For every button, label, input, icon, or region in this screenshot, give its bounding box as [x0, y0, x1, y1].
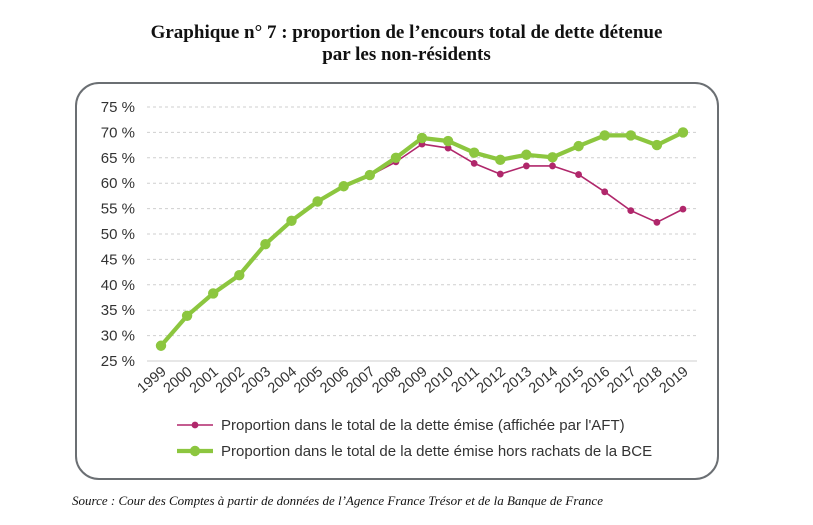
- data-point-series-1: [523, 162, 530, 170]
- y-tick-label: 45 %: [101, 251, 135, 268]
- data-point-series-1: [575, 171, 582, 178]
- data-point-series-1: [653, 218, 661, 226]
- data-point-series-2: [390, 152, 402, 163]
- source-note: Source : Cour des Comptes à partir de do…: [72, 493, 603, 508]
- data-point-series-2: [677, 127, 689, 138]
- y-tick-label: 55 %: [101, 201, 135, 218]
- chart-frame: [75, 82, 719, 480]
- data-point-series-2: [547, 152, 558, 163]
- y-tick-label: 40 %: [101, 277, 135, 294]
- data-point-series-2: [442, 135, 454, 147]
- y-tick-label: 30 %: [101, 328, 135, 345]
- data-point-series-2: [286, 215, 297, 226]
- data-point-series-2: [495, 154, 506, 166]
- data-point-series-2: [155, 340, 167, 351]
- data-point-series-1: [627, 207, 635, 215]
- data-point-series-2: [208, 288, 219, 299]
- x-tick-label: 2011: [449, 364, 483, 396]
- data-point-series-2: [338, 181, 349, 192]
- y-tick-label: 60 %: [101, 175, 135, 192]
- data-point-series-2: [521, 149, 532, 160]
- data-point-series-2: [260, 238, 271, 250]
- y-tick-label: 65 %: [101, 150, 135, 167]
- data-point-series-2: [364, 169, 375, 181]
- data-point-series-2: [625, 130, 636, 141]
- data-point-series-2: [651, 139, 663, 151]
- y-tick-label: 25 %: [101, 353, 135, 370]
- chart-title-line-1: Graphique n° 7 : proportion de l’encours…: [150, 22, 663, 43]
- data-point-series-1: [470, 159, 478, 167]
- data-point-series-1: [496, 170, 504, 178]
- x-tick-label: 2019: [657, 364, 692, 397]
- legend-label-1: Proportion dans le total de la dette émi…: [221, 417, 625, 434]
- y-tick-label: 70 %: [101, 124, 135, 141]
- data-point-series-2: [416, 132, 428, 144]
- data-point-series-1: [549, 162, 556, 170]
- legend-marker-1: [191, 421, 199, 429]
- data-point-series-2: [181, 310, 193, 321]
- series-line-2: [159, 130, 684, 348]
- y-tick-label: 50 %: [101, 226, 135, 243]
- data-point-series-1: [679, 205, 687, 213]
- legend-marker-2: [189, 445, 201, 457]
- data-point-series-2: [312, 196, 323, 207]
- chart-title: Graphique n° 7 : proportion de l’encours…: [0, 22, 813, 66]
- data-point-series-2: [599, 130, 610, 141]
- y-tick-label: 75 %: [101, 99, 135, 116]
- legend-label-2: Proportion dans le total de la dette émi…: [221, 443, 652, 460]
- data-point-series-1: [601, 188, 609, 196]
- data-point-series-2: [573, 140, 584, 152]
- data-point-series-2: [469, 147, 480, 158]
- data-point-series-1: [444, 144, 452, 152]
- y-tick-label: 35 %: [101, 302, 135, 319]
- data-point-series-2: [234, 269, 245, 281]
- chart-title-line-2: par les non-résidents: [322, 44, 491, 65]
